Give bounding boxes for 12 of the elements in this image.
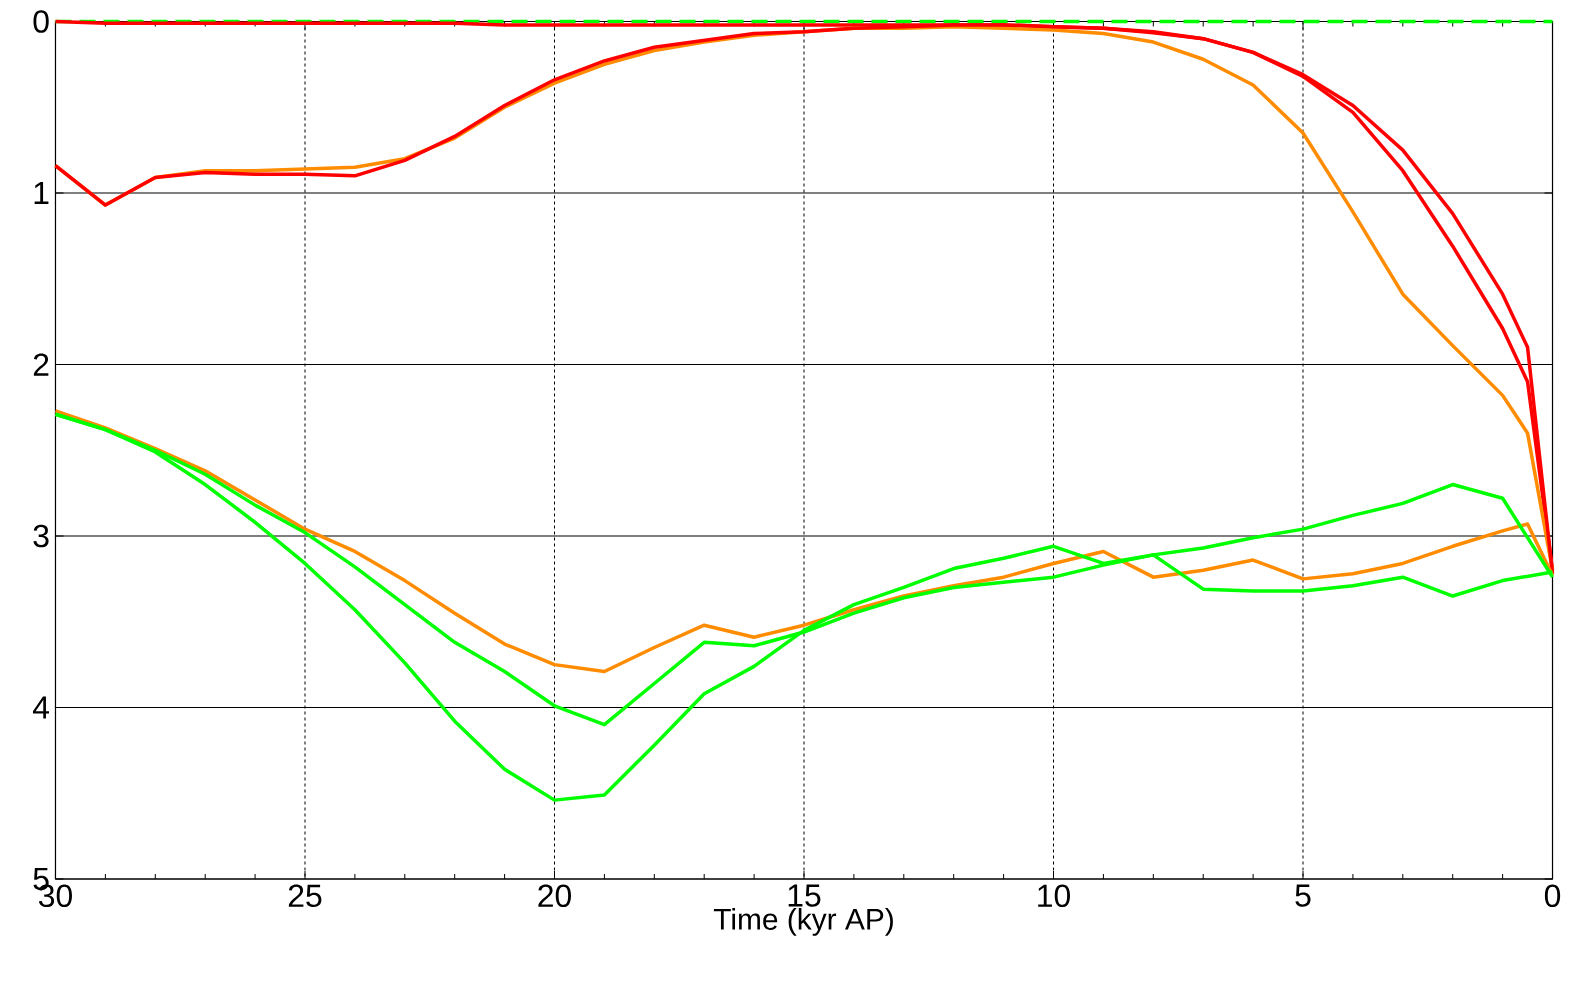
y-tick-label: 4 (32, 696, 50, 719)
y-tick-label: 3 (33, 524, 49, 548)
x-tick-label: 0 (1544, 884, 1561, 908)
y-tick-label: 0 (33, 10, 49, 33)
x-tick-label: 10 (1038, 884, 1070, 908)
x-tick-label: 15 (788, 884, 821, 907)
x-tick-label: 25 (288, 884, 322, 908)
y-tick-label: 2 (33, 353, 49, 376)
x-axis-title: Time (kyr AP) (713, 907, 893, 936)
x-tick-label: 20 (538, 884, 571, 908)
y-tick-label: 1 (34, 182, 49, 204)
x-tick-label: 5 (1295, 884, 1311, 907)
